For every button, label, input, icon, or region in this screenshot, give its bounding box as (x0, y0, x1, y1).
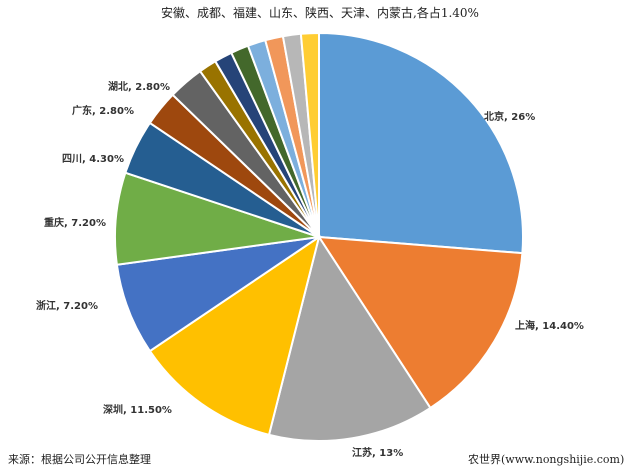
data-label: 重庆, 7.20% (44, 218, 106, 229)
pie-slice (317, 235, 524, 410)
data-label: 深圳, 11.50% (103, 405, 172, 416)
data-label: 北京, 26% (484, 112, 536, 123)
pie-slice (267, 234, 432, 442)
data-label: 湖北, 2.80% (108, 82, 170, 93)
data-label: 四川, 4.30% (62, 154, 124, 165)
pie-slice (299, 31, 320, 238)
data-label: 浙江, 7.20% (36, 301, 98, 312)
group-label: 安徽、成都、福建、山东、陕西、天津、内蒙古,各占1.40% (161, 6, 479, 20)
watermark: 农世界(www.nongshijie.com) (468, 453, 625, 466)
data-label: 广东, 2.80% (72, 106, 134, 117)
data-label: 上海, 14.40% (515, 321, 584, 332)
source-note: 来源：根据公司公开信息整理 (8, 453, 151, 466)
data-label: 江苏, 13% (352, 448, 404, 459)
pie-slice (148, 234, 321, 436)
pie-slice (318, 31, 524, 255)
